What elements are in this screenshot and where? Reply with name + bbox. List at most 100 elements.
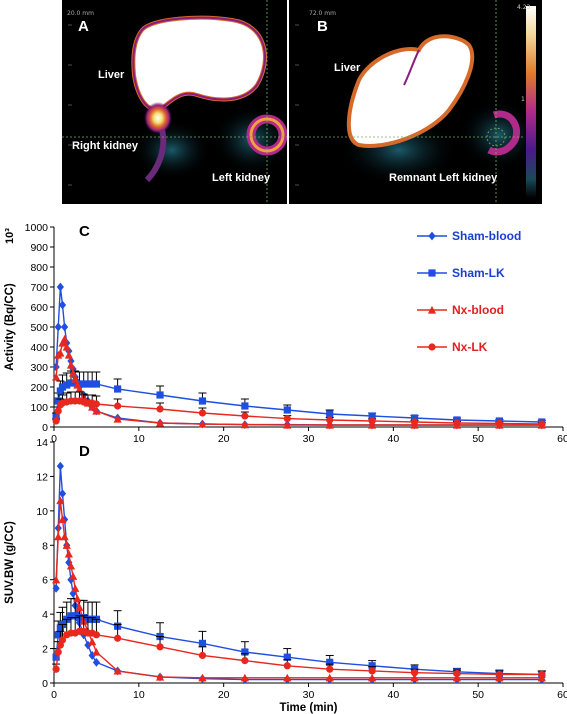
data-point bbox=[66, 360, 76, 369]
data-point bbox=[283, 653, 291, 661]
chart-panel-label: D bbox=[79, 443, 90, 460]
data-point bbox=[52, 362, 60, 372]
data-point bbox=[92, 400, 101, 408]
data-point bbox=[58, 489, 67, 499]
data-point bbox=[58, 515, 67, 524]
liver-label-b: Liver bbox=[334, 62, 361, 74]
y-tick-label: 6 bbox=[42, 575, 48, 587]
data-point bbox=[453, 669, 461, 678]
data-point bbox=[54, 631, 62, 639]
legend-marker bbox=[428, 343, 436, 351]
data-point bbox=[58, 300, 67, 310]
legend-marker bbox=[428, 269, 436, 277]
series-sham-lk bbox=[52, 370, 546, 426]
data-point bbox=[241, 648, 249, 656]
series-nx-lk bbox=[52, 391, 546, 428]
x-tick-label: 40 bbox=[387, 689, 399, 701]
data-point bbox=[198, 397, 207, 405]
data-point bbox=[241, 412, 249, 420]
data-point bbox=[88, 380, 96, 388]
panel-label-b: B bbox=[317, 18, 328, 35]
data-point bbox=[71, 379, 79, 387]
data-point bbox=[56, 282, 64, 292]
data-point bbox=[240, 420, 249, 429]
x-tick-label: 10 bbox=[133, 433, 145, 445]
y-tick-label: 600 bbox=[30, 302, 48, 314]
data-point bbox=[156, 391, 164, 399]
data-point bbox=[56, 348, 65, 357]
chart-c: 0 100 200 300 400 500 600 700 800 900 1000 0 10 20 30 4… bbox=[4, 222, 567, 445]
data-point bbox=[60, 334, 69, 343]
data-point bbox=[283, 420, 292, 429]
data-point bbox=[113, 666, 122, 675]
data-point bbox=[54, 648, 62, 656]
data-point bbox=[54, 407, 62, 415]
pet-scan-a-drawing bbox=[62, 0, 287, 204]
scale-text-a: 20.0 mm bbox=[67, 10, 94, 17]
data-point bbox=[92, 647, 101, 656]
y-tick-label: 0 bbox=[42, 678, 48, 690]
data-point bbox=[410, 418, 419, 426]
x-tick-label: 30 bbox=[303, 689, 315, 701]
y-axis-label: SUV.BW (g/CC) bbox=[4, 521, 16, 604]
x-tick-label: 50 bbox=[472, 433, 484, 445]
data-point bbox=[54, 532, 63, 541]
liver-shape-b bbox=[346, 34, 475, 148]
chart-d: 0 2 4 6 8 10 12 14 0 10 20 30 40 50 60 D SUV.BW (g/CC) Ti… bbox=[4, 437, 567, 714]
data-point bbox=[156, 643, 164, 651]
data-point bbox=[453, 419, 461, 427]
x-tick-label: 10 bbox=[133, 689, 145, 701]
data-point bbox=[75, 603, 84, 611]
data-point bbox=[68, 368, 78, 377]
data-point bbox=[63, 381, 71, 389]
y-tick-label: 100 bbox=[30, 402, 48, 414]
data-point bbox=[198, 639, 207, 648]
x-tick-label: 20 bbox=[218, 433, 230, 445]
data-point bbox=[113, 414, 122, 423]
data-point bbox=[495, 419, 503, 427]
data-point bbox=[114, 634, 122, 642]
data-point bbox=[410, 669, 419, 677]
data-point bbox=[241, 657, 249, 665]
data-point bbox=[92, 380, 101, 388]
colorbar-top-label: 4.23 bbox=[517, 4, 531, 11]
y-axis-label: Activity (Bq/CC) bbox=[4, 283, 16, 371]
scale-text-b: 72.0 mm bbox=[309, 10, 336, 17]
data-point bbox=[84, 640, 92, 650]
remnant-left-kidney-label: Remnant Left kidney bbox=[389, 172, 498, 184]
data-point bbox=[114, 385, 122, 393]
y-tick-label: 12 bbox=[36, 471, 48, 483]
data-point bbox=[325, 420, 334, 429]
data-point bbox=[156, 405, 164, 413]
data-point bbox=[368, 417, 376, 425]
right-kidney-shape-a bbox=[144, 102, 172, 134]
data-point bbox=[58, 636, 67, 644]
y-tick-label: 2 bbox=[42, 644, 48, 656]
data-point bbox=[92, 657, 101, 667]
data-point bbox=[52, 372, 61, 381]
y-tick-label: 14 bbox=[36, 437, 48, 449]
data-point bbox=[410, 414, 419, 422]
legend-label: Sham-LK bbox=[452, 266, 505, 280]
data-point bbox=[240, 673, 249, 682]
data-point bbox=[56, 387, 64, 395]
data-point bbox=[538, 420, 546, 428]
y-tick-label: 0 bbox=[42, 422, 48, 434]
data-point bbox=[75, 380, 84, 388]
x-tick-label: 60 bbox=[557, 433, 567, 445]
left-kidney-label: Left kidney bbox=[212, 172, 271, 184]
data-point bbox=[368, 412, 376, 420]
y-tick-label: 10 bbox=[36, 506, 48, 518]
data-point bbox=[56, 496, 65, 505]
legend-marker bbox=[427, 305, 437, 314]
data-point bbox=[241, 402, 249, 410]
x-tick-label: 30 bbox=[303, 433, 315, 445]
colorbar-mid-label: 1 bbox=[521, 96, 525, 103]
data-point bbox=[326, 658, 334, 666]
data-point bbox=[88, 637, 97, 646]
data-point bbox=[283, 406, 291, 414]
y-multiplier-label: 10³ bbox=[4, 228, 16, 244]
y-tick-label: 500 bbox=[30, 322, 48, 334]
data-point bbox=[198, 409, 207, 417]
